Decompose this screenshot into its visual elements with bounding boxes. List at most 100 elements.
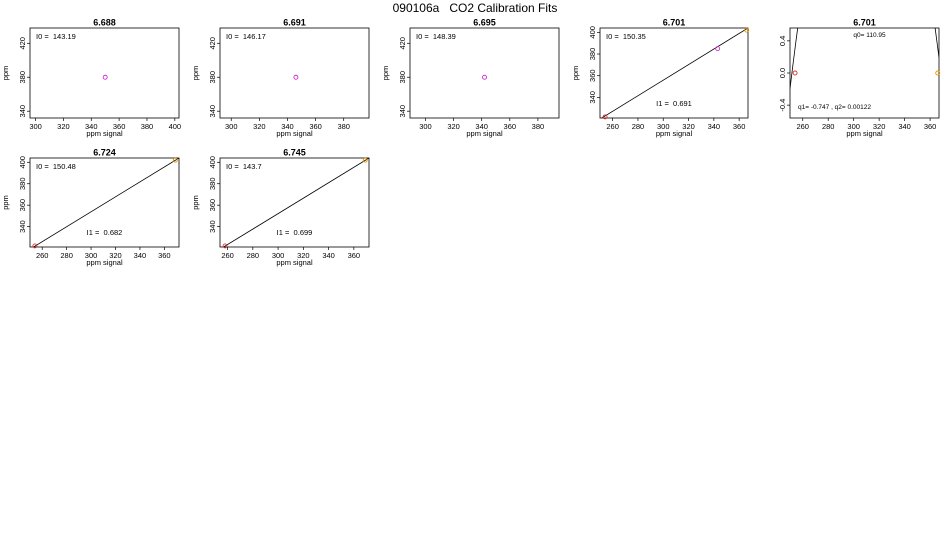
fit-annotation: I1 = 0.699 [277,228,313,237]
x-tick-label: 360 [113,122,126,131]
calibration-plot-1: 6.688 300 320 340 360 380 400 340 380 420 ppm sign… [1,18,181,139]
data-point [482,74,487,80]
y-tick-label: 380 [208,177,217,190]
y-tick-label: 420 [18,37,27,50]
panel-title: 6.701 [663,18,686,28]
fit-annotation: I0 = 150.35 [606,32,646,41]
y-axis-label: ppm [191,195,200,210]
y-tick-label: 360 [588,69,597,82]
fit-annotation: I0 = 146.17 [226,32,266,41]
y-tick-label: 340 [208,220,217,233]
x-axis-label: ppm signal [846,129,883,138]
y-tick-label: 360 [208,199,217,212]
y-axis-label: ppm [381,66,390,81]
x-axis-label: ppm signal [86,129,123,138]
x-tick-label: 320 [682,122,695,131]
y-axis-label: ppm [1,195,10,210]
y-tick-label: 0.4 [778,36,787,46]
fit-annotation: I1 = 0.682 [87,228,123,237]
x-tick-label: 320 [109,251,122,260]
fit-annotation: q0= 110.95 [853,32,886,39]
x-tick-label: 360 [733,122,746,131]
y-axis-label: ppm [191,66,200,81]
data-point [222,243,228,249]
calibration-plot-7: 6.745 260 280 300 320 340 360 340 360 380 400 ppm s… [191,148,370,267]
data-point [744,27,750,33]
plot-frame [409,27,560,119]
y-axis-label: ppm [571,66,580,81]
y-tick-label: 340 [18,105,27,118]
plot-frame [29,157,180,248]
fit-annotation: I1 = 0.691 [656,99,692,108]
data-point [935,70,941,76]
y-tick-label: 400 [208,156,217,169]
y-tick-label: 400 [588,26,597,39]
y-tick-label: 360 [18,199,27,212]
x-tick-label: 320 [57,122,70,131]
y-tick-label: 380 [18,177,27,190]
x-tick-label: 320 [297,251,310,260]
fit-annotation: I0 = 148.39 [416,32,456,41]
x-tick-label: 360 [348,251,361,260]
x-tick-label: 340 [134,251,147,260]
x-tick-label: 300 [85,251,98,260]
fit-line [600,28,748,118]
calibration-plot-2: 6.691 300 320 340 360 380 340 380 420 ppm signal p… [191,18,370,138]
x-axis-label: ppm signal [656,129,693,138]
fit-annotation: I0 = 150.48 [36,162,76,171]
data-point [715,46,721,52]
data-point [362,157,368,163]
data-point [172,157,178,163]
plot-area [222,158,369,247]
y-axis-label: ppm [1,66,10,81]
x-tick-label: 280 [60,251,73,260]
y-tick-label: 400 [18,156,27,169]
x-tick-label: 320 [447,122,460,131]
x-tick-label: 260 [36,251,49,260]
panel-title: 6.745 [283,148,306,158]
panel-title: 6.691 [283,18,306,28]
data-point [602,114,608,120]
x-tick-label: 300 [847,122,860,131]
x-tick-label: 340 [322,251,335,260]
y-tick-label: 380 [398,71,407,84]
data-point [293,74,299,80]
fit-annotation: q1= -0.747 , q2= 0.00122 [798,104,871,111]
plot-frame [29,27,180,119]
panel-title: 6.695 [473,18,496,28]
y-tick-label: 0.0 [778,68,787,78]
x-tick-label: 300 [225,122,238,131]
x-tick-label: 260 [606,122,619,131]
x-tick-label: 360 [158,251,171,260]
x-axis-label: ppm signal [276,129,313,138]
fit-annotation: I0 = 143.19 [36,32,76,41]
plot-area [32,158,179,247]
x-tick-label: 300 [29,122,42,131]
calibration-plot-4: 6.701 260 280 300 320 340 360 340 360 380 400 ppm s… [571,18,750,138]
data-point [32,243,38,249]
data-point [792,70,798,76]
x-tick-label: 280 [822,122,835,131]
x-tick-label: 360 [924,122,937,131]
calibration-plot-5: 6.701 260 280 300 320 340 360 -0.4 0.0 0.4 ppm sig… [778,18,941,138]
x-tick-label: 280 [247,251,260,260]
y-tick-label: 420 [208,37,217,50]
y-tick-label: 380 [18,71,27,84]
x-tick-label: 260 [796,122,809,131]
x-tick-label: 300 [419,122,432,131]
x-tick-label: 380 [337,122,350,131]
y-tick-label: 380 [588,48,597,61]
panel-title: 6.724 [93,148,116,158]
y-tick-label: 380 [208,71,217,84]
x-tick-label: 260 [221,251,234,260]
residual-curve [790,28,939,89]
x-tick-label: 280 [632,122,645,131]
panel-title: 6.701 [853,18,876,28]
x-axis-label: ppm signal [276,258,313,267]
calibration-plot-6: 6.724 260 280 300 320 340 360 340 360 380 400 ppm s… [1,148,180,267]
plot-frame [219,157,370,248]
x-axis-label: ppm signal [466,129,503,138]
x-tick-label: 340 [708,122,721,131]
x-tick-label: 340 [281,122,294,131]
